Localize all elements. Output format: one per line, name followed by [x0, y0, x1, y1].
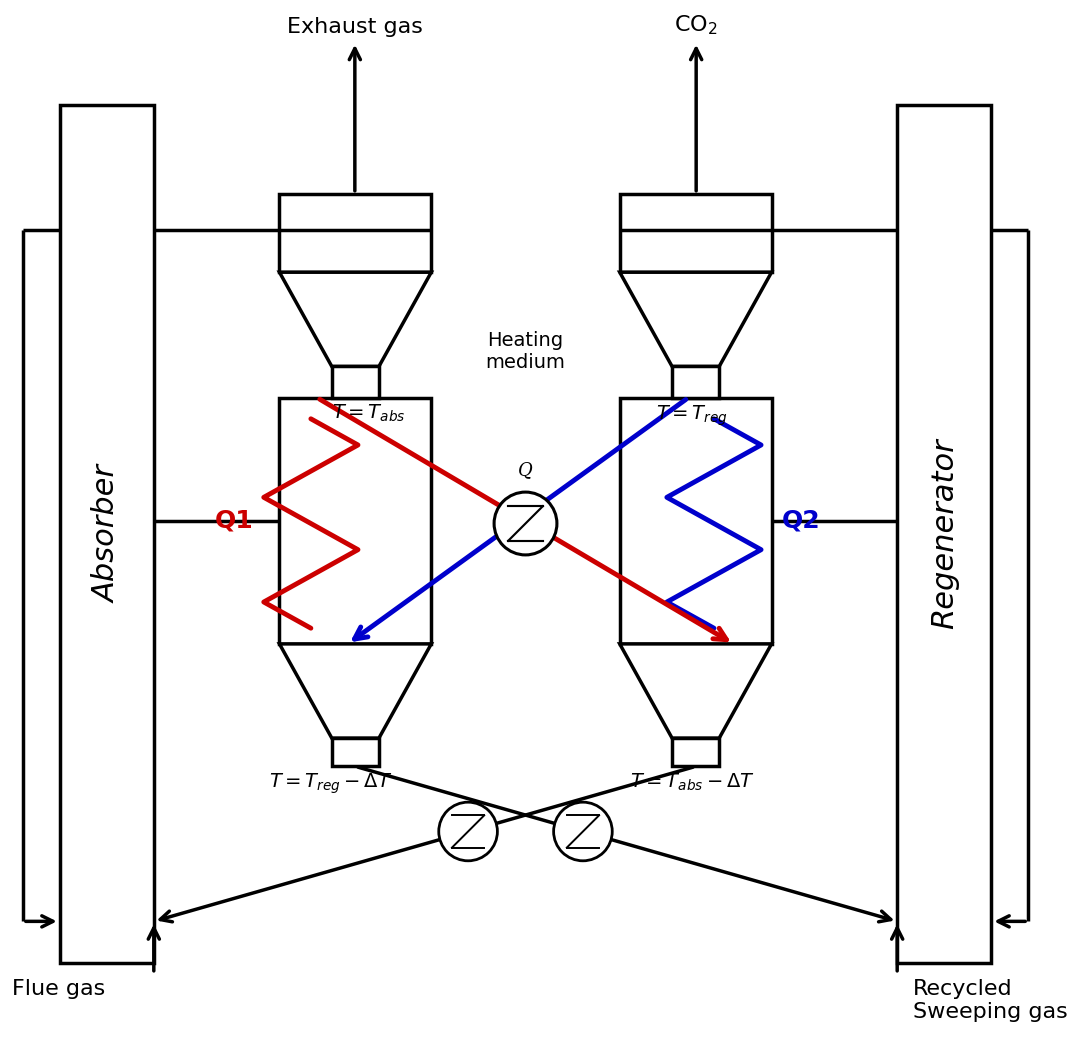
Bar: [60, 105, 154, 963]
Circle shape: [439, 802, 498, 861]
Text: Q1: Q1: [215, 509, 254, 533]
Bar: [280, 398, 431, 644]
Bar: [898, 105, 992, 963]
Text: Q2: Q2: [782, 509, 821, 533]
Text: Flue gas: Flue gas: [13, 979, 106, 999]
Polygon shape: [620, 272, 772, 366]
Bar: [332, 738, 379, 766]
Bar: [672, 366, 719, 398]
Text: Exhaust gas: Exhaust gas: [287, 17, 423, 37]
Text: Recycled
Sweeping gas: Recycled Sweeping gas: [913, 979, 1068, 1022]
Circle shape: [554, 802, 612, 861]
Bar: [332, 366, 379, 398]
Text: $T = T_{abs} - \Delta T$: $T = T_{abs} - \Delta T$: [630, 772, 756, 793]
Text: Regenerator: Regenerator: [930, 439, 959, 629]
Text: CO$_2$: CO$_2$: [674, 13, 718, 37]
Text: $T = T_{abs}$: $T = T_{abs}$: [332, 403, 405, 424]
Polygon shape: [280, 272, 431, 366]
Bar: [620, 398, 772, 644]
Text: Absorber: Absorber: [92, 465, 121, 603]
Bar: [280, 194, 431, 272]
Text: $T = T_{reg} - \Delta T$: $T = T_{reg} - \Delta T$: [269, 772, 392, 796]
Text: $T = T_{reg}$: $T = T_{reg}$: [657, 403, 728, 427]
Polygon shape: [620, 644, 772, 738]
Text: Q: Q: [518, 462, 533, 480]
Polygon shape: [280, 644, 431, 738]
Bar: [672, 738, 719, 766]
Circle shape: [494, 492, 557, 555]
Bar: [620, 194, 772, 272]
Text: Heating
medium: Heating medium: [486, 331, 566, 372]
